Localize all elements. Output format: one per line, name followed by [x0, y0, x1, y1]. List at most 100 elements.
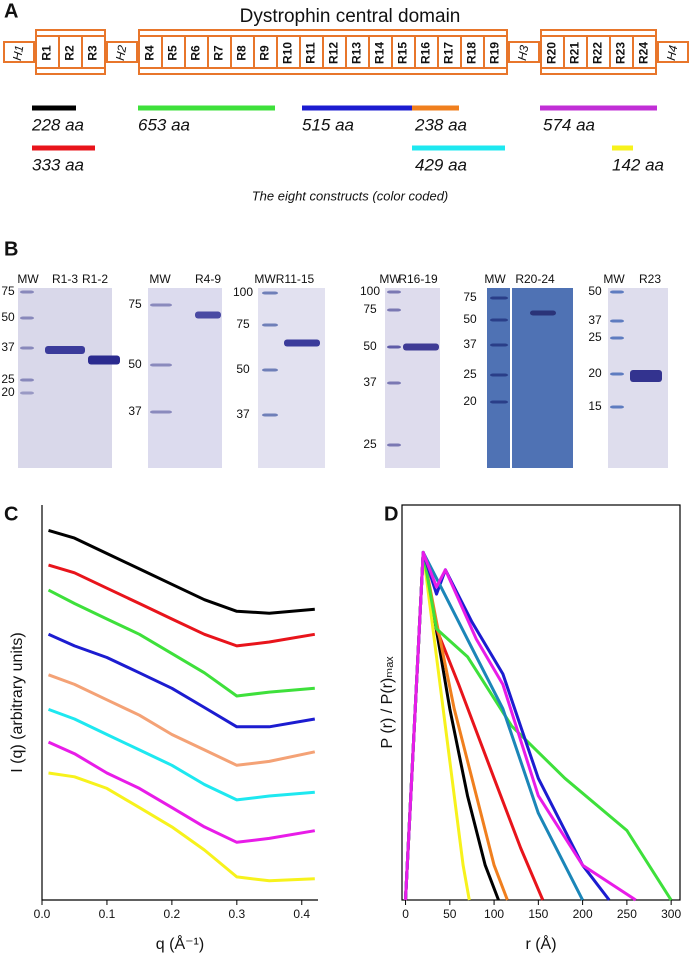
mw-label: 25	[588, 330, 602, 344]
caption: The eight constructs (color coded)	[252, 188, 449, 203]
gel-band	[20, 316, 34, 320]
repeat-label: R21	[568, 42, 582, 64]
construct-label: 653 aa	[138, 115, 190, 134]
repeat-label: R22	[591, 42, 605, 64]
gel-band	[262, 291, 278, 295]
lane-label: MW	[254, 272, 276, 286]
gel	[385, 288, 440, 468]
diagram-title: Dystrophin central domain	[240, 6, 461, 27]
construct-bar	[412, 145, 505, 151]
lane-label: MW	[603, 272, 625, 286]
gel-band	[610, 319, 624, 323]
gel-band	[387, 443, 401, 447]
gel	[258, 288, 325, 468]
repeat-label: R17	[442, 42, 456, 64]
repeat-label: R20	[545, 42, 559, 64]
data-line	[48, 563, 316, 648]
construct-bar	[32, 145, 95, 151]
hinge-label: H1	[10, 44, 26, 62]
construct-label: 228 aa	[31, 115, 84, 134]
mw-label: 25	[463, 367, 477, 381]
lane-label: R20-24	[515, 272, 555, 286]
gel-band	[45, 346, 85, 354]
mw-label: 20	[588, 366, 602, 380]
repeat-label: R3	[86, 45, 100, 61]
data-line	[404, 550, 545, 901]
repeat-box	[483, 35, 508, 69]
construct-bar	[540, 105, 657, 111]
gel-band	[262, 413, 278, 417]
repeat-label: R24	[637, 42, 651, 64]
x-tick-label: 0.2	[164, 907, 181, 921]
mw-label: 20	[1, 385, 15, 399]
mw-label: 37	[463, 337, 477, 351]
construct-label: 142 aa	[612, 155, 664, 174]
mw-label: 37	[236, 407, 250, 421]
gel-band	[387, 290, 401, 294]
x-tick-label: 200	[573, 907, 593, 921]
x-tick-label: 50	[443, 907, 457, 921]
axes	[41, 505, 318, 901]
gel-band	[387, 308, 401, 312]
mw-label: 50	[128, 357, 142, 371]
repeat-label: R7	[212, 45, 226, 61]
repeat-label: R12	[327, 42, 341, 64]
repeat-box	[81, 35, 106, 69]
plot-frame	[401, 504, 681, 901]
construct-bar	[412, 105, 459, 111]
mw-label: 50	[1, 310, 15, 324]
gel-band	[610, 336, 624, 340]
panel-label: A	[4, 0, 18, 22]
gel-band	[20, 346, 34, 350]
gel-band	[150, 410, 172, 414]
gel-band	[490, 343, 508, 347]
panel-label: D	[384, 503, 398, 525]
construct-bar	[612, 145, 633, 151]
data-line	[47, 673, 316, 767]
repeat-label: R1	[40, 45, 54, 61]
gel	[487, 288, 573, 468]
mw-label: 100	[233, 285, 253, 299]
repeat-label: R15	[396, 42, 410, 64]
mw-label: 20	[463, 394, 477, 408]
repeat-label: R23	[614, 42, 628, 64]
lane-label: MW	[484, 272, 506, 286]
y-axis-label: P (r) / P(r)ₘₐₓ	[379, 656, 396, 749]
hinge-label: H2	[113, 44, 130, 62]
mw-label: 37	[128, 404, 142, 418]
data-line	[47, 740, 316, 844]
lane-label: R23	[639, 272, 661, 286]
lane-label: MW	[149, 272, 171, 286]
data-line	[48, 771, 315, 883]
data-line	[47, 588, 315, 698]
gel-band	[490, 318, 508, 322]
construct-label: 574 aa	[543, 115, 595, 134]
repeat-label: R9	[258, 45, 272, 61]
data-line	[404, 550, 637, 902]
mw-label: 25	[1, 372, 15, 386]
lane-label: R4-9	[195, 272, 221, 286]
data-line	[404, 550, 673, 901]
repeat-label: R13	[350, 42, 364, 64]
gel-band	[387, 381, 401, 385]
gel-band	[262, 323, 278, 327]
lane-label: R1-2	[82, 272, 108, 286]
mw-label: 50	[363, 339, 377, 353]
repeat-label: R5	[166, 45, 180, 61]
mw-label: 75	[1, 284, 15, 298]
repeat-label: R11	[304, 42, 318, 64]
construct-label: 429 aa	[415, 155, 467, 174]
gel-band	[150, 303, 172, 307]
mw-label: 37	[1, 340, 15, 354]
gel-band	[610, 290, 624, 294]
repeat-label: R6	[189, 45, 203, 61]
lane-label: MW	[17, 272, 39, 286]
x-tick-label: 0.0	[34, 907, 51, 921]
x-tick-label: 150	[528, 907, 548, 921]
gel-band	[20, 378, 34, 382]
construct-label: 238 aa	[414, 115, 467, 134]
y-axis-label: I (q) (arbitrary units)	[9, 632, 26, 772]
repeat-label: R19	[488, 42, 502, 64]
panel-label: C	[4, 503, 18, 525]
